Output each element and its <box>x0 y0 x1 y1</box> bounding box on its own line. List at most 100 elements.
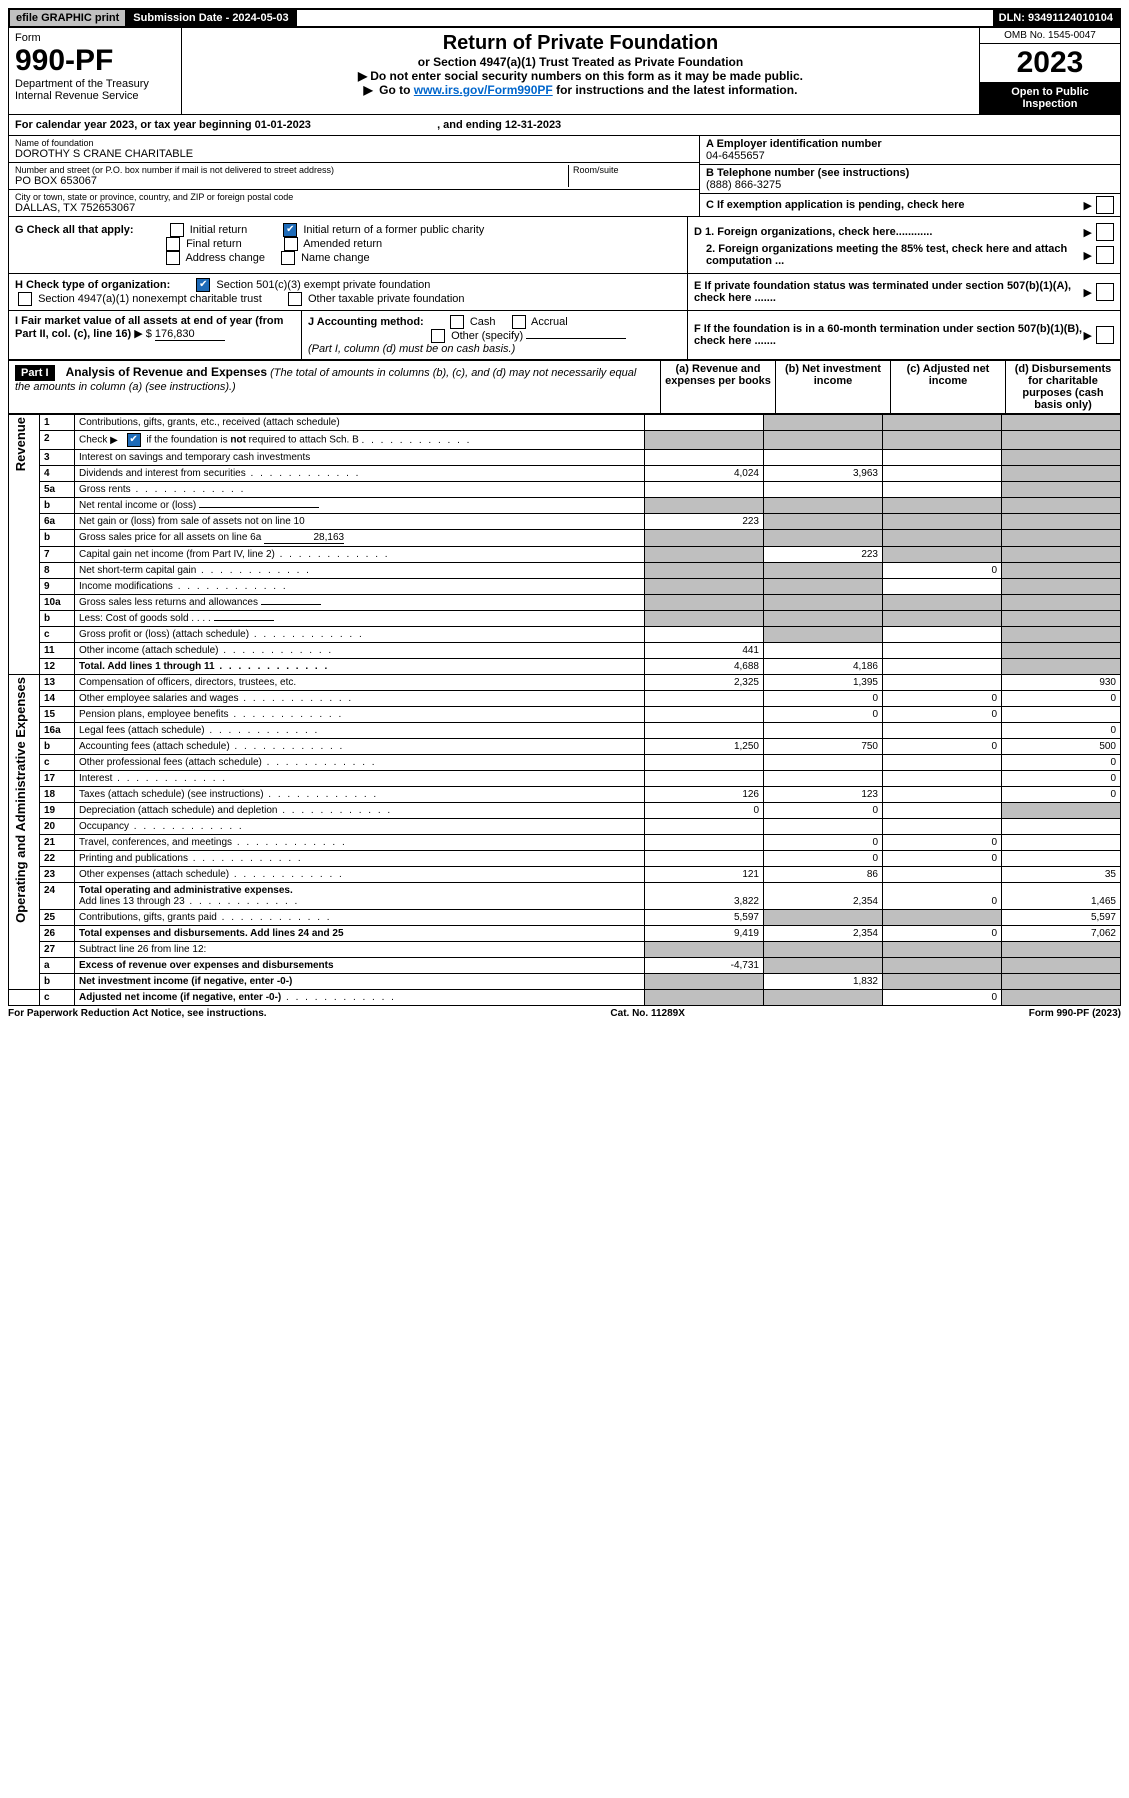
line-num: c <box>40 627 75 643</box>
l16a-text: Legal fees (attach schedule) <box>79 725 205 736</box>
amt-c: 0 <box>883 739 1002 755</box>
l2-post: if the foundation is not required to att… <box>146 435 358 446</box>
amt-b <box>764 595 883 611</box>
amt-a <box>645 771 764 787</box>
form990pf-link[interactable]: www.irs.gov/Form990PF <box>414 83 553 97</box>
col-c-header: (c) Adjusted net income <box>890 361 1005 413</box>
initial-former-public-checkbox[interactable]: ✔ <box>283 223 297 237</box>
dots <box>112 773 227 784</box>
table-row: c Gross profit or (loss) (attach schedul… <box>9 627 1121 643</box>
dots <box>196 565 311 576</box>
col-b-header: (b) Net investment income <box>775 361 890 413</box>
amt-d: 0 <box>1002 771 1121 787</box>
calendar-year-row: For calendar year 2023, or tax year begi… <box>8 115 1121 136</box>
l23-text: Other expenses (attach schedule) <box>79 869 229 880</box>
table-row: 23 Other expenses (attach schedule) 1218… <box>9 867 1121 883</box>
address-change-checkbox[interactable] <box>166 251 180 265</box>
amt-a <box>645 595 764 611</box>
amt-b <box>764 514 883 530</box>
accrual-checkbox[interactable] <box>512 315 526 329</box>
amt-b <box>764 563 883 579</box>
exemption-pending-row: C If exemption application is pending, c… <box>700 194 1120 216</box>
line-num: c <box>40 755 75 771</box>
d1-row: D 1. Foreign organizations, check here..… <box>694 223 1114 241</box>
line-num: 22 <box>40 851 75 867</box>
l16c-text: Other professional fees (attach schedule… <box>79 757 262 768</box>
final-return-checkbox[interactable] <box>166 237 180 251</box>
amt-d <box>1002 579 1121 595</box>
line-num: 3 <box>40 450 75 466</box>
cash-checkbox[interactable] <box>450 315 464 329</box>
amt-c <box>883 466 1002 482</box>
exemption-checkbox[interactable] <box>1096 196 1114 214</box>
irs-label: Internal Revenue Service <box>15 90 175 102</box>
amt-a: 1,250 <box>645 739 764 755</box>
j-accrual: Accrual <box>531 316 568 328</box>
expenses-text: Operating and Administrative Expenses <box>13 677 28 923</box>
amt-b: 4,186 <box>764 659 883 675</box>
501c3-checkbox[interactable]: ✔ <box>196 278 210 292</box>
amt-a <box>645 851 764 867</box>
amt-d <box>1002 803 1121 819</box>
l24-text: Total operating and administrative expen… <box>79 885 293 896</box>
phone-label: B Telephone number (see instructions) <box>706 167 1114 179</box>
address-cell: Number and street (or P.O. box number if… <box>15 165 568 187</box>
arrow-icon <box>1084 286 1092 299</box>
d2-row: 2. Foreign organizations meeting the 85%… <box>694 243 1114 267</box>
note2-pre: Go to <box>379 83 414 97</box>
amt-d <box>1002 707 1121 723</box>
name-change-checkbox[interactable] <box>281 251 295 265</box>
other-specify-checkbox[interactable] <box>431 329 445 343</box>
foundation-name: DOROTHY S CRANE CHARITABLE <box>15 148 693 160</box>
initial-return-checkbox[interactable] <box>170 223 184 237</box>
h-e-block: H Check type of organization: ✔ Section … <box>8 274 1121 311</box>
amt-c <box>883 579 1002 595</box>
f-checkbox[interactable] <box>1096 326 1114 344</box>
line-num: 14 <box>40 691 75 707</box>
foundation-name-row: Name of foundation DOROTHY S CRANE CHARI… <box>9 136 699 163</box>
blank-vlabel <box>9 990 40 1006</box>
amt-d <box>1002 547 1121 563</box>
amt-b <box>764 579 883 595</box>
amt-d: 0 <box>1002 723 1121 739</box>
amt-c <box>883 803 1002 819</box>
dots <box>362 435 472 446</box>
i-block: I Fair market value of all assets at end… <box>9 311 302 359</box>
amt-a <box>645 579 764 595</box>
amended-return-checkbox[interactable] <box>284 237 298 251</box>
line-desc: Compensation of officers, directors, tru… <box>75 675 645 691</box>
amt-d <box>1002 514 1121 530</box>
amt-d <box>1002 990 1121 1006</box>
other-taxable-checkbox[interactable] <box>288 292 302 306</box>
ein-row: A Employer identification number 04-6455… <box>700 136 1120 165</box>
d2-checkbox[interactable] <box>1096 246 1114 264</box>
amt-d <box>1002 958 1121 974</box>
line-desc: Taxes (attach schedule) (see instruction… <box>75 787 645 803</box>
d1-checkbox[interactable] <box>1096 223 1114 241</box>
table-row: 18 Taxes (attach schedule) (see instruct… <box>9 787 1121 803</box>
line-desc: Total. Add lines 1 through 11 <box>75 659 645 675</box>
amt-a: 0 <box>645 803 764 819</box>
line-desc: Contributions, gifts, grants paid <box>75 910 645 926</box>
table-row: 12 Total. Add lines 1 through 11 4,6884,… <box>9 659 1121 675</box>
4947a1-checkbox[interactable] <box>18 292 32 306</box>
g-checks: G Check all that apply: Initial return ✔… <box>9 217 687 273</box>
table-row: Operating and Administrative Expenses 13… <box>9 675 1121 691</box>
h-label: H Check type of organization: <box>15 279 170 291</box>
amt-c <box>883 974 1002 990</box>
table-row: b Accounting fees (attach schedule) 1,25… <box>9 739 1121 755</box>
line-num: 13 <box>40 675 75 691</box>
line-num: b <box>40 530 75 547</box>
line-num: 27 <box>40 942 75 958</box>
table-row: 6a Net gain or (loss) from sale of asset… <box>9 514 1121 530</box>
e-checkbox[interactable] <box>1096 283 1114 301</box>
part1-grid: Revenue 1 Contributions, gifts, grants, … <box>8 414 1121 1006</box>
line-num: b <box>40 739 75 755</box>
amt-b: 750 <box>764 739 883 755</box>
schb-checkbox[interactable]: ✔ <box>127 433 141 447</box>
amt-c <box>883 942 1002 958</box>
dots <box>262 757 377 768</box>
amt-c <box>883 675 1002 691</box>
amt-b <box>764 958 883 974</box>
efile-label[interactable]: efile GRAPHIC print <box>10 10 127 26</box>
